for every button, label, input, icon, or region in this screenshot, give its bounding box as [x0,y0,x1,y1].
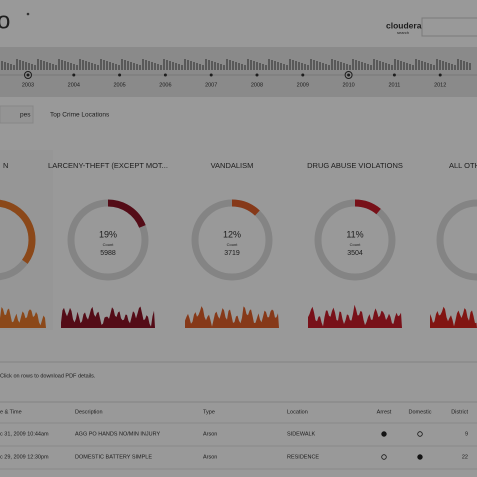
year-marker[interactable] [24,71,32,79]
year-label: 2004 [68,82,80,88]
count-caption: Count [350,242,362,247]
cell: RESIDENCE [287,454,319,460]
sparkline [308,304,402,328]
count-caption: Count [227,242,239,247]
percent: 12% [223,229,241,239]
flag [417,454,423,460]
flag [417,431,423,437]
cell: 9 [465,431,468,437]
percent: 11% [346,229,363,239]
donut-arc-decor [0,199,36,281]
cell: 22 [462,454,468,460]
column-header[interactable]: Type [203,409,215,415]
card-title[interactable]: DRUG ABUSE VIOLATIONS [307,161,403,170]
count: 5988 [100,250,116,257]
year-label: 2012 [434,82,446,88]
column-header[interactable]: Domestic [409,409,432,415]
card-title[interactable]: ALL OTH [449,161,477,170]
sparkline [430,306,477,328]
year-label: 2008 [251,82,263,88]
brand: cloudera [386,20,422,30]
logo: o [0,7,10,34]
card-title[interactable]: LARCENY-THEFT (EXCEPT MOT... [48,161,168,170]
year-label: 2007 [205,82,217,88]
donut-arc [67,199,149,281]
count: 3504 [347,250,363,257]
sparkline [0,307,46,328]
year-dot [163,73,167,77]
column-header[interactable]: Location [287,409,308,415]
timeline-band [0,47,477,97]
cell: Arson [203,454,217,460]
year-dot [255,73,259,77]
year-dot [209,73,213,77]
year-label: 2010 [342,82,354,88]
cell: c 31, 2009 10:44am [0,431,49,437]
search-box[interactable] [421,17,477,37]
card-title[interactable]: VANDALISM [211,161,254,170]
year-dot [26,73,30,77]
cell: c 29, 2009 12:30pm [0,454,49,460]
count-caption: Count [103,242,115,247]
year-marker[interactable] [344,71,353,79]
hint: Click on rows to download PDF details. [0,373,96,379]
tab[interactable]: pes [20,112,31,119]
selected-card-bg [0,150,53,330]
year-label: 2003 [22,82,34,88]
percent: 19% [99,229,117,239]
tab[interactable]: Top Crime Locations [50,112,110,119]
sparkline [61,306,155,328]
column-header[interactable]: Arrest [377,409,392,415]
year-dot [301,73,305,77]
flag [381,454,387,460]
count: 3719 [224,250,240,257]
cell: AGG PO HANDS NO/MIN INJURY [75,431,160,437]
donut-arc [191,199,273,281]
column-header[interactable]: District [451,409,468,415]
year-label: 2005 [113,82,125,88]
year-dot [347,73,351,77]
year-dot [392,73,396,77]
cell: SIDEWALK [287,431,316,437]
brand-sub: search [397,30,409,35]
tab-active-bg[interactable] [0,105,34,124]
cell: Arson [203,431,217,437]
column-header[interactable]: Description [75,409,103,415]
cell: DOMESTIC BATTERY SIMPLE [75,454,152,460]
donut-arc [314,199,396,281]
donut-track [436,199,477,281]
year-dot [118,73,122,77]
card-title[interactable]: N [3,161,8,170]
sparkline [185,306,279,328]
year-dot [438,73,442,77]
logo-dot [26,12,30,16]
year-dot [72,73,76,77]
year-label: 2011 [388,82,400,88]
year-label: 2009 [297,82,309,88]
year-label: 2006 [159,82,171,88]
flag [381,431,387,437]
column-header[interactable]: e & Time [0,409,22,415]
